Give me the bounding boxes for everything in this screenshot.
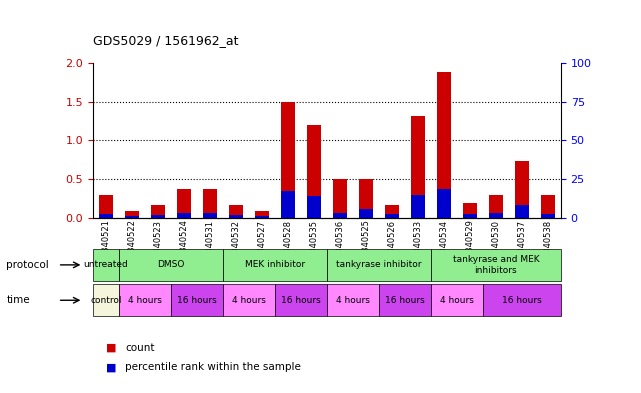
Text: time: time [6,295,30,305]
Bar [177,189,191,218]
Text: 16 hours: 16 hours [281,296,320,305]
Bar [333,179,347,218]
Bar [229,205,243,218]
Text: untreated: untreated [83,261,128,269]
Text: count: count [125,343,154,353]
Bar [307,125,321,218]
Bar [359,209,373,218]
Text: ■: ■ [106,343,116,353]
Bar [333,213,347,218]
Bar [281,102,295,218]
Bar [254,211,269,218]
Bar [488,213,503,218]
Bar [411,116,425,218]
Text: 16 hours: 16 hours [502,296,542,305]
Bar [541,214,555,218]
Text: 4 hours: 4 hours [336,296,370,305]
Text: GDS5029 / 1561962_at: GDS5029 / 1561962_at [93,34,238,47]
Bar [125,211,139,218]
Text: control: control [90,296,122,305]
Bar [99,214,113,218]
Bar [463,214,477,218]
Text: 4 hours: 4 hours [440,296,474,305]
Bar [281,191,295,218]
Bar [488,195,503,218]
Bar [385,205,399,218]
Bar [437,72,451,218]
Text: ■: ■ [106,362,116,373]
Bar [541,195,555,218]
Bar [515,162,529,218]
Bar [254,216,269,218]
Text: tankyrase inhibitor: tankyrase inhibitor [336,261,422,269]
Bar [229,215,243,218]
Bar [125,216,139,218]
Bar [411,195,425,218]
Text: 16 hours: 16 hours [385,296,425,305]
Text: 4 hours: 4 hours [128,296,162,305]
Bar [385,214,399,218]
Bar [463,203,477,218]
Text: 4 hours: 4 hours [232,296,266,305]
Text: 16 hours: 16 hours [177,296,217,305]
Bar [437,189,451,218]
Bar [99,195,113,218]
Text: protocol: protocol [6,260,49,270]
Text: percentile rank within the sample: percentile rank within the sample [125,362,301,373]
Text: tankyrase and MEK
inhibitors: tankyrase and MEK inhibitors [453,255,539,275]
Bar [151,215,165,218]
Bar [177,213,191,218]
Bar [307,196,321,218]
Text: MEK inhibitor: MEK inhibitor [245,261,305,269]
Bar [203,189,217,218]
Bar [359,179,373,218]
Bar [203,213,217,218]
Text: DMSO: DMSO [157,261,185,269]
Bar [515,205,529,218]
Bar [151,205,165,218]
